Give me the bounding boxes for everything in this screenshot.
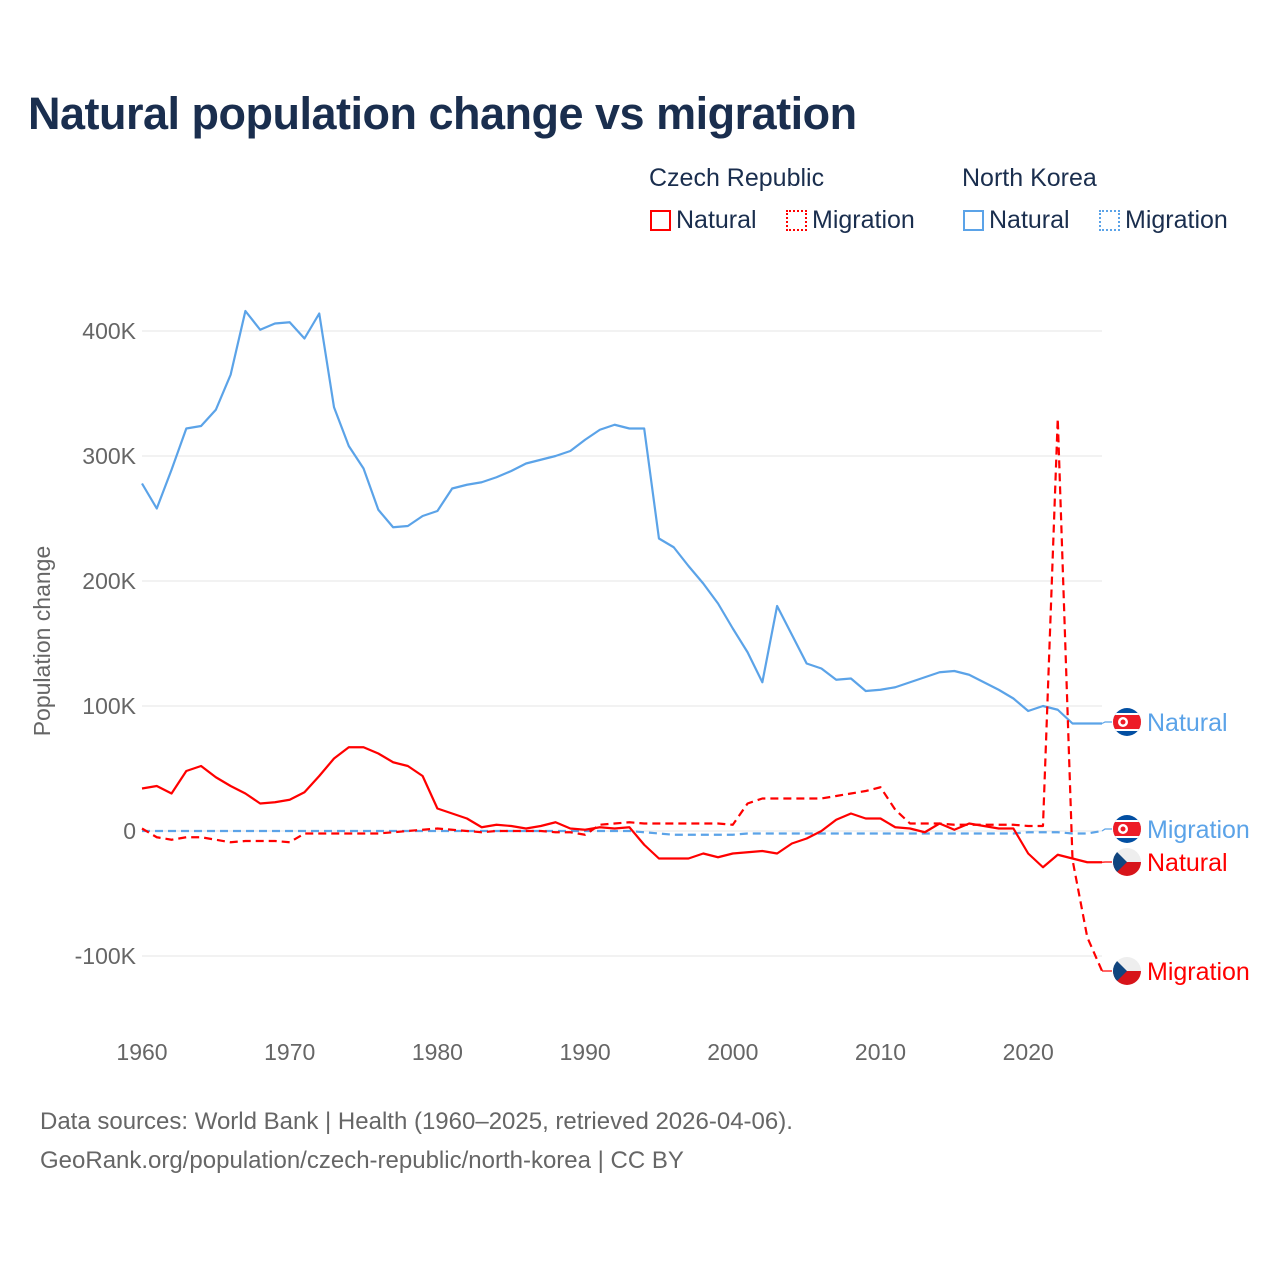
legend-item-cz-migration[interactable]: Migration <box>786 206 915 235</box>
y-tick-label: 300K <box>82 443 136 469</box>
series-line-czech-republic-migration <box>141 417 1104 972</box>
north-korea-flag-icon <box>1113 815 1141 843</box>
y-axis-label: Population change <box>29 546 55 737</box>
legend-label: Natural <box>989 206 1070 234</box>
legend-swatch-dotted <box>1099 210 1120 231</box>
series-line-czech-republic-natural <box>141 746 1103 869</box>
legend-item-cz-natural[interactable]: Natural <box>650 206 757 235</box>
chart-title: Natural population change vs migration <box>28 88 857 139</box>
czech-flag-icon <box>1113 957 1141 985</box>
label-connector <box>1101 721 1112 725</box>
label-connector <box>1101 828 1112 832</box>
legend-swatch-solid <box>963 210 984 231</box>
x-tick-label: 1980 <box>412 1039 463 1065</box>
legend-group-north-korea: North Korea <box>962 164 1097 192</box>
legend-label: Migration <box>1125 206 1228 234</box>
legend-label: Natural <box>676 206 757 234</box>
y-tick-label: 400K <box>82 318 136 344</box>
y-tick-label: 100K <box>82 693 136 719</box>
series-end-label: Natural <box>1147 709 1228 737</box>
series-end-label: Migration <box>1147 816 1250 844</box>
series-end-label: Natural <box>1147 849 1228 877</box>
x-tick-label: 2000 <box>707 1039 758 1065</box>
legend-swatch-dotted <box>786 210 807 231</box>
x-tick-label: 1960 <box>116 1039 167 1065</box>
x-tick-label: 1970 <box>264 1039 315 1065</box>
y-tick-label: -100K <box>75 943 137 969</box>
north-korea-flag-icon <box>1113 708 1141 736</box>
legend-item-nk-migration[interactable]: Migration <box>1099 206 1228 235</box>
series-line-north-korea-natural <box>141 309 1103 725</box>
source-line-1: Data sources: World Bank | Health (1960–… <box>40 1108 793 1135</box>
x-tick-label: 1990 <box>560 1039 611 1065</box>
x-tick-label: 2020 <box>1003 1039 1054 1065</box>
x-tick-label: 2010 <box>855 1039 906 1065</box>
series-line-north-korea-migration <box>142 829 1103 836</box>
series-end-label: Migration <box>1147 958 1250 986</box>
y-tick-label: 200K <box>82 568 136 594</box>
czech-flag-icon <box>1113 848 1141 876</box>
legend-group-czech: Czech Republic <box>649 164 825 192</box>
legend-swatch-solid <box>650 210 671 231</box>
legend-label: Migration <box>812 206 915 234</box>
y-tick-label: 0 <box>123 818 136 844</box>
legend-item-nk-natural[interactable]: Natural <box>963 206 1070 235</box>
source-line-2[interactable]: GeoRank.org/population/czech-republic/no… <box>40 1147 684 1174</box>
